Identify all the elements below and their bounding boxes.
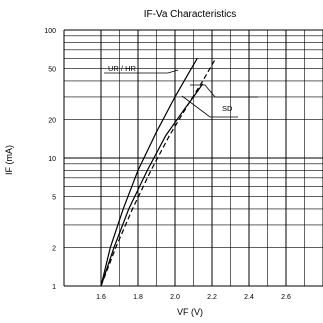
series-label-sd: SD [222,104,233,113]
leader-line [190,84,258,98]
series-line [100,58,198,287]
x-tick-label: 2.6 [281,294,291,301]
y-tick-label: 20 [48,117,56,124]
tick-labels: 1.6 1.8 2.0 2.2 2.4 2.6 1 2 5 10 20 50 100 [44,28,291,301]
series-label-ur-hr: UR / HR [108,64,137,73]
leader-line [104,69,179,74]
y-tick-label: 10 [48,156,56,163]
y-tick-label: 2 [52,245,56,252]
x-tick-label: 2.2 [207,294,217,301]
series-line [100,83,204,287]
x-tick-label: 2.4 [244,294,254,301]
y-tick-label: 5 [52,195,56,202]
chart-title: IF-Va Characteristics [144,9,237,20]
axes [63,30,323,287]
y-axis-label: IF (mA) [4,145,14,175]
leader-line [181,95,238,118]
annotations: UR / HR SD [104,64,258,118]
series-lines [100,58,217,287]
y-tick-label: 1 [52,284,56,291]
x-tick-label: 2.0 [170,294,180,301]
grid [64,29,323,287]
x-axis-label: VF (V) [177,307,203,317]
series-line [100,58,217,287]
x-tick-label: 1.8 [133,294,143,301]
y-tick-label: 100 [44,28,56,35]
x-tick-label: 1.6 [96,294,106,301]
y-tick-label: 50 [48,67,56,74]
